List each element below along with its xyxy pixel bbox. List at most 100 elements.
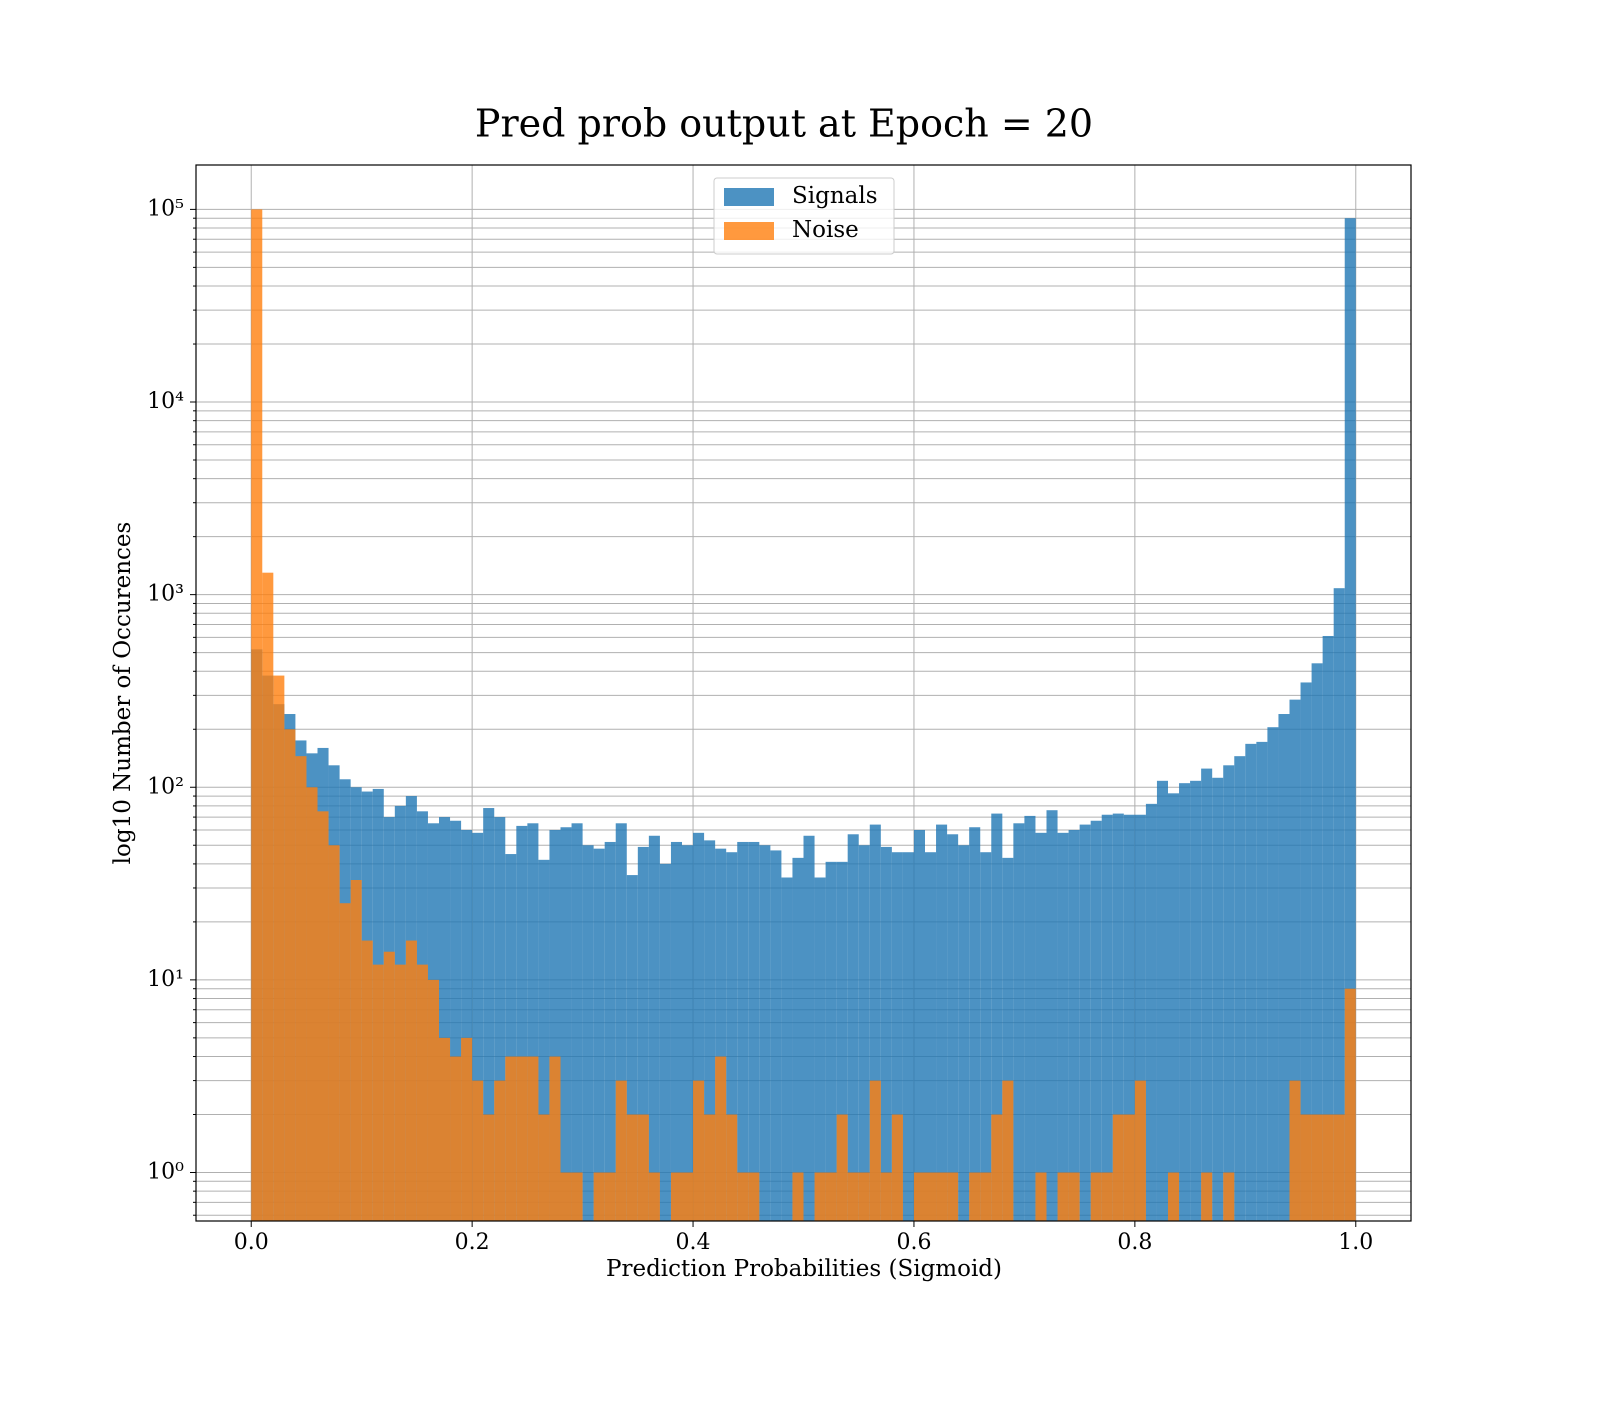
histogram-bar: [825, 861, 837, 1221]
y-tick-label: 10³: [147, 582, 184, 607]
y-tick-label: 10⁵: [147, 196, 184, 221]
y-tick-label: 10¹: [147, 967, 184, 992]
histogram-bar: [1090, 1172, 1102, 1221]
histogram-bar: [913, 1172, 925, 1221]
histogram-bar: [1322, 635, 1334, 1221]
histogram-bar: [869, 1080, 881, 1221]
histogram-bar: [770, 850, 782, 1221]
histogram-bar: [737, 841, 749, 1221]
histogram-bar: [814, 877, 826, 1221]
histogram-bar: [427, 979, 439, 1221]
x-tick-label: 1.0: [1338, 1230, 1373, 1255]
histogram-bar: [328, 845, 340, 1221]
histogram-bar: [1046, 810, 1058, 1221]
chart-title: Pred prob output at Epoch = 20: [475, 102, 1093, 146]
histogram-bar: [350, 879, 362, 1221]
histogram-bar: [1134, 814, 1146, 1221]
histogram-bar: [693, 1080, 705, 1221]
y-axis-label: log10 Number of Occurences: [110, 522, 136, 865]
histogram-bar: [1201, 1172, 1213, 1221]
histogram-bar: [836, 1114, 848, 1221]
histogram-bar: [682, 1172, 694, 1221]
histogram-bar: [1112, 1114, 1124, 1221]
histogram-bar: [1101, 1172, 1113, 1221]
histogram-bar: [637, 846, 649, 1221]
histogram-bar: [1223, 1172, 1235, 1221]
histogram-bar: [1057, 832, 1069, 1221]
histogram-bar: [1344, 218, 1356, 1221]
histogram-bar: [936, 1172, 948, 1221]
histogram-bar: [494, 817, 506, 1221]
x-tick-label: 0.4: [676, 1230, 711, 1255]
x-axis-label: Prediction Probabilities (Sigmoid): [606, 1256, 1002, 1282]
histogram-bar: [715, 1056, 727, 1221]
histogram-bar: [527, 823, 539, 1221]
histogram-bar: [1035, 832, 1047, 1221]
histogram-bar: [748, 1172, 760, 1221]
histogram-bar: [472, 832, 484, 1221]
legend-swatch: [724, 188, 774, 206]
x-tick-label: 0.2: [455, 1230, 490, 1255]
histogram-bar: [925, 1172, 937, 1221]
ticks: 10⁰ 10¹ 10² 10³ 10⁴ 10⁵ 0.0 0.2 0.4 0.6 0.8 1.0: [147, 196, 1373, 1255]
histogram-bar: [262, 572, 274, 1221]
histogram-bar: [1035, 1172, 1047, 1221]
bars: [251, 209, 1356, 1221]
histogram-bar: [273, 675, 285, 1221]
histogram-bar: [682, 845, 694, 1221]
histogram-bar: [439, 817, 451, 1221]
histogram-bar: [549, 1056, 561, 1221]
histogram-bar: [936, 824, 948, 1221]
histogram-bar: [1090, 820, 1102, 1221]
histogram-bar: [604, 1172, 616, 1221]
histogram-bar: [483, 1114, 495, 1221]
histogram-bar: [505, 854, 517, 1221]
histogram-bar: [759, 845, 771, 1221]
histogram-bar: [891, 1114, 903, 1221]
histogram-bar: [648, 835, 660, 1221]
histogram-bar: [560, 1172, 572, 1221]
histogram-bar: [637, 1114, 649, 1221]
histogram-bar: [925, 852, 937, 1221]
legend-label: Noise: [792, 217, 859, 243]
histogram-bar: [847, 1172, 859, 1221]
histogram-bar: [405, 940, 417, 1221]
histogram-bar: [880, 846, 892, 1221]
histogram-bar: [704, 840, 716, 1221]
histogram-bar: [317, 811, 329, 1221]
histogram-bar: [958, 845, 970, 1221]
histogram-bar: [1134, 1080, 1146, 1221]
histogram-bar: [1002, 1080, 1014, 1221]
histogram-bar: [538, 1114, 550, 1221]
plot-frame: [195, 164, 1412, 1222]
y-tick-label: 10²: [147, 774, 184, 799]
histogram-bar: [858, 1172, 870, 1221]
histogram-bar: [483, 808, 495, 1221]
histogram-bar: [461, 1037, 473, 1221]
histogram-bar: [582, 845, 594, 1221]
histogram-bar: [527, 1056, 539, 1221]
histogram-bar: [847, 834, 859, 1221]
histogram-bar: [571, 1172, 583, 1221]
histogram-bar: [1300, 682, 1312, 1221]
histogram-bar: [339, 903, 351, 1221]
y-tick-label: 10⁴: [147, 389, 184, 414]
histogram-bar: [1300, 1114, 1312, 1221]
histogram-bar: [748, 841, 760, 1221]
histogram-bar: [1179, 783, 1191, 1221]
histogram-bar: [704, 1114, 716, 1221]
histogram-bar: [394, 964, 406, 1221]
histogram-bar: [659, 863, 671, 1221]
histogram-bar: [560, 827, 572, 1221]
histogram-bar: [1267, 727, 1279, 1221]
histogram-bar: [1168, 1172, 1180, 1221]
histogram-bar: [814, 1172, 826, 1221]
histogram-bar: [1079, 824, 1091, 1221]
histogram-bar: [416, 964, 428, 1221]
legend: Signals Noise: [713, 177, 895, 255]
histogram-bar: [737, 1172, 749, 1221]
histogram-bar: [947, 834, 959, 1221]
histogram-bar: [1333, 588, 1345, 1221]
histogram-bar: [604, 841, 616, 1221]
histogram-bar: [781, 877, 793, 1221]
